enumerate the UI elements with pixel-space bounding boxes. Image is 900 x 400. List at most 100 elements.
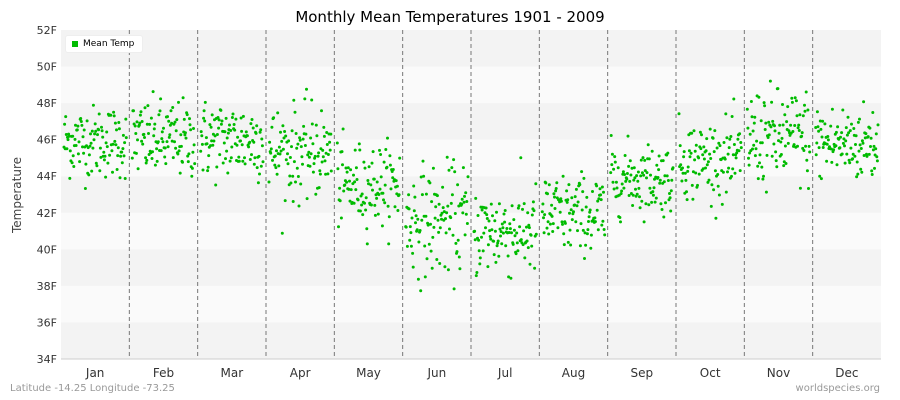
data-point	[495, 210, 498, 214]
data-point	[95, 164, 99, 168]
data-point	[353, 180, 357, 184]
data-point	[732, 143, 736, 146]
data-point	[542, 216, 545, 220]
data-point	[819, 127, 823, 131]
data-point	[412, 184, 416, 188]
data-point	[785, 120, 789, 124]
data-point	[97, 128, 101, 132]
data-point	[701, 167, 705, 171]
data-point	[553, 207, 557, 210]
data-point	[796, 144, 799, 148]
data-point	[815, 141, 819, 145]
data-point	[112, 114, 116, 118]
data-point	[166, 145, 170, 149]
data-point	[426, 223, 430, 227]
data-point	[678, 144, 682, 148]
data-point	[749, 100, 753, 103]
data-point	[860, 139, 864, 143]
data-point	[774, 150, 778, 154]
data-point	[76, 124, 80, 128]
data-point	[593, 220, 597, 224]
data-point	[124, 117, 128, 121]
data-point	[706, 160, 710, 164]
data-point	[713, 129, 717, 133]
data-point	[415, 228, 419, 232]
data-point	[305, 197, 309, 201]
data-point	[155, 147, 159, 151]
data-point	[682, 150, 686, 154]
data-point	[367, 165, 371, 169]
data-point	[187, 152, 191, 156]
data-point	[650, 149, 654, 153]
data-point	[663, 174, 667, 178]
data-point	[482, 231, 486, 235]
data-point	[151, 150, 154, 154]
data-point	[381, 191, 385, 195]
data-point	[378, 148, 381, 152]
data-point	[632, 178, 636, 182]
data-point	[398, 156, 402, 160]
data-point	[657, 154, 661, 158]
data-point	[248, 158, 252, 161]
data-point	[457, 255, 461, 259]
legend[interactable]: Mean Temp	[65, 35, 144, 53]
data-point	[851, 157, 855, 161]
data-point	[120, 150, 124, 154]
data-point	[423, 244, 427, 248]
data-point	[635, 192, 639, 196]
data-point	[162, 126, 165, 130]
data-point	[716, 173, 720, 176]
data-point	[747, 156, 750, 160]
data-point	[689, 151, 693, 155]
data-point	[93, 122, 97, 126]
data-point	[145, 158, 149, 162]
data-point	[260, 137, 264, 141]
data-point	[349, 168, 353, 172]
data-point	[434, 205, 438, 209]
data-point	[670, 178, 674, 182]
data-point	[320, 109, 323, 113]
data-point	[82, 128, 86, 132]
data-point	[317, 186, 321, 190]
data-point	[652, 186, 656, 190]
data-point	[512, 228, 516, 232]
data-point	[63, 122, 67, 126]
data-point	[143, 136, 146, 139]
data-point	[601, 219, 605, 223]
data-point	[136, 138, 139, 142]
data-point	[96, 133, 99, 137]
data-point	[758, 153, 762, 157]
data-point	[252, 162, 256, 166]
data-point	[834, 144, 838, 148]
data-point	[759, 119, 763, 123]
data-point	[570, 196, 574, 200]
data-point	[600, 185, 604, 189]
data-point	[168, 133, 172, 137]
x-tick-label: Aug	[562, 366, 585, 380]
data-point	[800, 134, 804, 138]
data-point	[322, 125, 326, 129]
data-point	[257, 154, 261, 158]
data-point	[454, 241, 458, 245]
data-point	[68, 176, 72, 180]
data-point	[298, 136, 302, 140]
data-point	[733, 171, 737, 175]
data-point	[323, 159, 327, 163]
data-point	[840, 131, 844, 135]
data-point	[440, 217, 443, 221]
data-point	[568, 211, 571, 215]
data-point	[844, 139, 848, 143]
data-point	[108, 153, 112, 157]
data-point	[499, 234, 502, 238]
data-point	[858, 117, 861, 121]
data-point	[575, 204, 579, 208]
data-point	[208, 123, 212, 127]
data-point	[188, 117, 191, 121]
data-point	[189, 128, 193, 132]
data-point	[569, 208, 573, 212]
data-point	[139, 110, 143, 114]
data-point	[357, 142, 361, 146]
data-point	[326, 153, 330, 156]
data-point	[513, 234, 517, 238]
data-point	[167, 135, 171, 139]
